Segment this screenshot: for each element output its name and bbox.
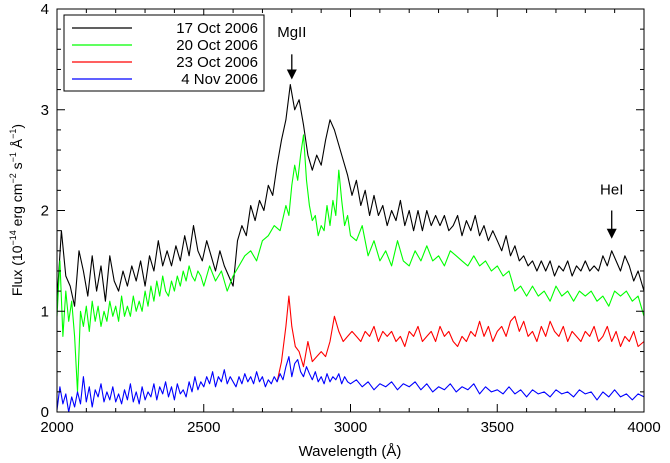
annotation-label: MgII [277, 24, 306, 41]
y-tick-label: 0 [41, 404, 49, 421]
annotation-arrow-head [286, 69, 297, 80]
y-tick-label: 2 [41, 203, 49, 220]
x-tick-label: 2500 [187, 419, 220, 436]
y-label-exp1: −14 [8, 230, 18, 245]
y-label-mid1: erg cm [9, 184, 25, 231]
x-tick-label: 4000 [627, 419, 660, 436]
series-line-2 [276, 295, 645, 382]
y-axis-label: Flux (10−14 erg cm−2 s−1 Å−1) [8, 124, 25, 296]
y-label-mid2: s [9, 162, 25, 173]
y-tick-label: 1 [41, 303, 49, 320]
annotation-layer: MgII HeI [277, 24, 623, 239]
y-tick-label: 3 [41, 102, 49, 119]
y-label-exp3: −1 [8, 152, 18, 162]
legend-label-2: 23 Oct 2006 [176, 54, 258, 71]
series-line-1 [56, 134, 645, 393]
y-label-exp2: −2 [8, 173, 18, 183]
y-label-suffix: ) [9, 124, 25, 129]
x-tick-label: 3500 [481, 419, 514, 436]
legend-label-3: 4 Nov 2006 [181, 71, 258, 88]
x-tick-label: 3000 [334, 419, 367, 436]
ticks-layer: 2000 2500 3000 3500 4000 0 1 2 3 4 [40, 1, 660, 436]
y-label-prefix: Flux (10 [9, 245, 25, 296]
y-tick-label: 4 [41, 1, 49, 18]
series-line-3 [56, 356, 645, 413]
y-label-mid3: Å [9, 138, 25, 152]
x-axis-label: Wavelength (Å) [299, 443, 402, 460]
series-line-0 [56, 84, 645, 307]
legend-label-0: 17 Oct 2006 [176, 20, 258, 37]
series-layer [56, 84, 645, 413]
x-tick-label: 2000 [40, 419, 73, 436]
y-label-exp4: −1 [8, 129, 18, 139]
annotation-arrow-head [606, 228, 617, 239]
annotation-label: HeI [600, 181, 623, 198]
legend-label-1: 20 Oct 2006 [176, 37, 258, 54]
